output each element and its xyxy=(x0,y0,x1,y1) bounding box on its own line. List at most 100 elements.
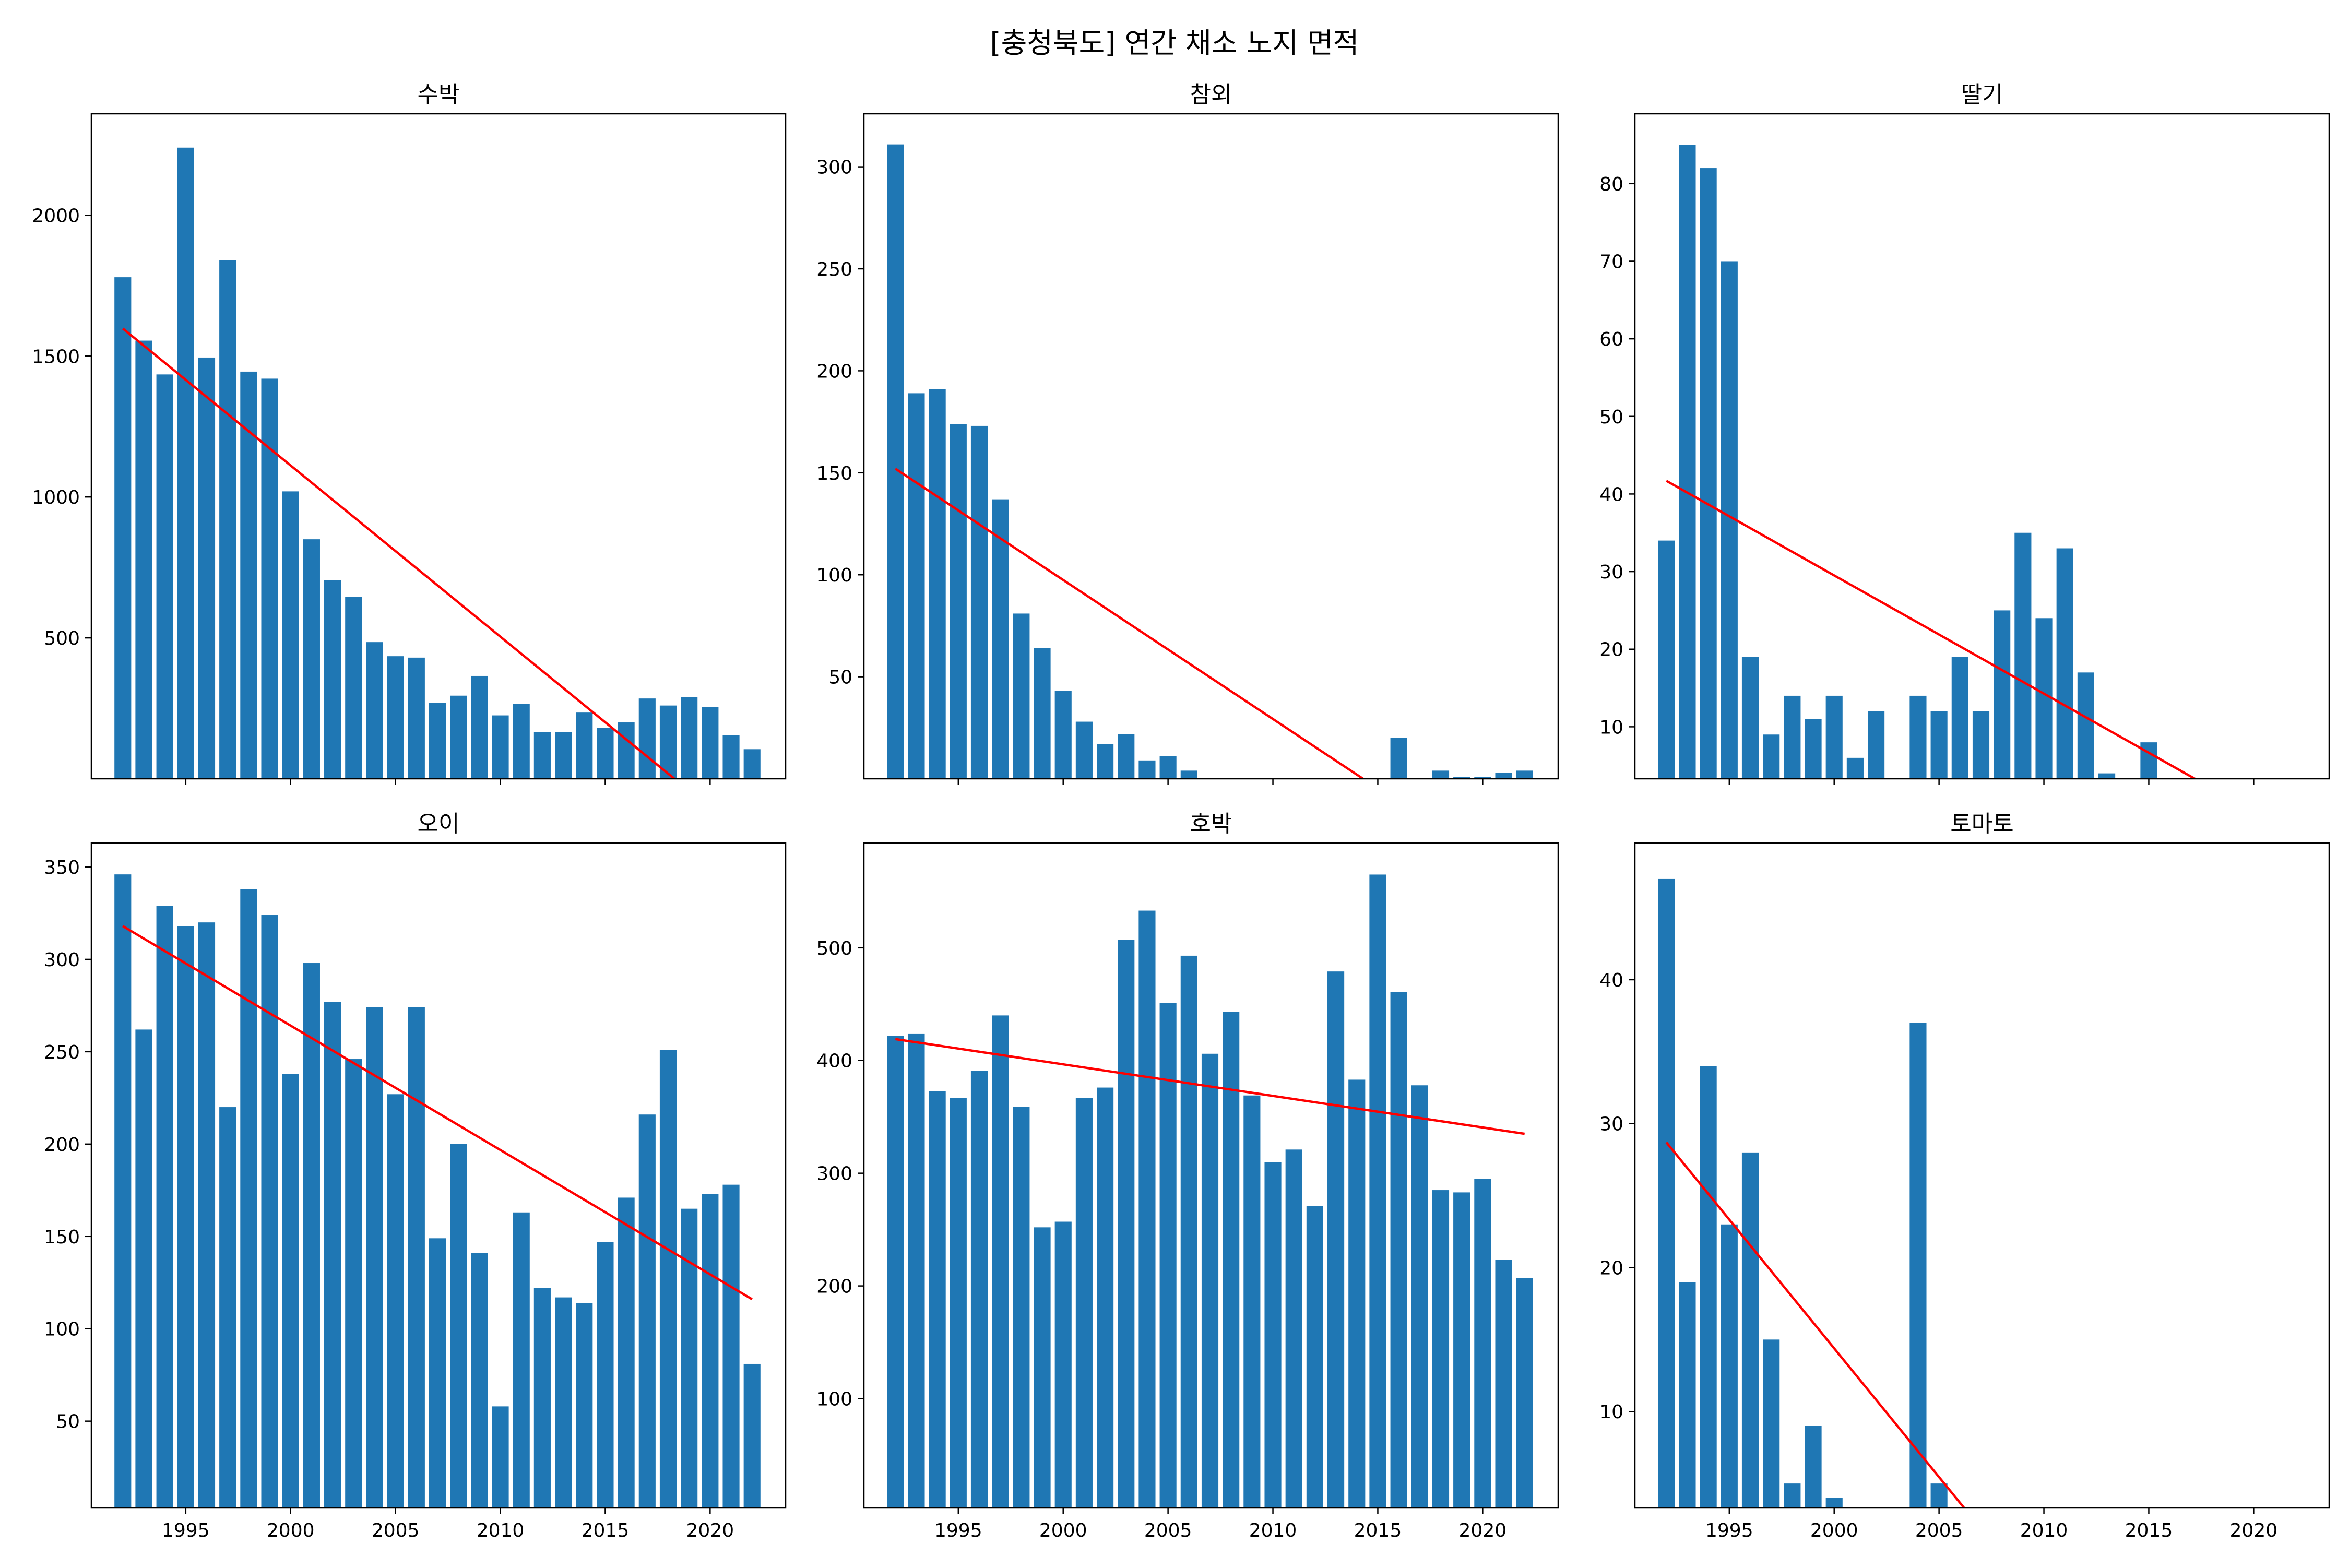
bar-2016 xyxy=(618,1197,635,1508)
bar-1996 xyxy=(198,357,216,779)
bar-1998 xyxy=(240,889,257,1508)
bar-2006 xyxy=(1951,657,1968,779)
bar-1994 xyxy=(1700,168,1717,779)
bar-2014 xyxy=(576,1303,593,1508)
bar-2000 xyxy=(1054,691,1072,779)
plot-frame xyxy=(90,113,787,780)
bar-2003 xyxy=(345,1059,362,1508)
bar-2008 xyxy=(1223,1012,1240,1508)
bar-1992 xyxy=(887,144,904,779)
bar-2019 xyxy=(681,697,698,779)
bar-2018 xyxy=(1432,770,1450,779)
bar-1992 xyxy=(887,1036,904,1508)
x-tick-label: 2020 xyxy=(686,1520,734,1541)
bar-2015 xyxy=(1369,874,1386,1508)
bar-1997 xyxy=(992,499,1009,779)
x-tick-label: 2015 xyxy=(582,1520,630,1541)
bar-1999 xyxy=(1034,648,1051,779)
x-tick-label: 2000 xyxy=(1810,1520,1858,1541)
bar-2015 xyxy=(597,728,614,779)
bar-1995 xyxy=(1721,1224,1738,1508)
chart-panel-2: 참외 50 100 150 200 250 300 xyxy=(816,81,1559,785)
figure-title: [충청북도] 연간 채소 노지 면적 xyxy=(990,27,1359,60)
bar-2007 xyxy=(429,1238,446,1508)
bar-2019 xyxy=(1453,777,1470,779)
bar-2010 xyxy=(1264,1162,1282,1508)
x-tick-label: 1995 xyxy=(162,1520,210,1541)
bar-1994 xyxy=(156,374,173,779)
bar-1993 xyxy=(908,1033,925,1508)
bar-2012 xyxy=(533,732,551,779)
bar-2011 xyxy=(2056,548,2073,779)
y-tick-label: 2000 xyxy=(32,205,80,227)
bar-2021 xyxy=(722,1184,740,1508)
y-tick-label: 250 xyxy=(44,1042,80,1063)
bar-2001 xyxy=(1846,757,1864,779)
bar-2002 xyxy=(324,1002,341,1508)
bar-1996 xyxy=(1741,657,1759,779)
bar-2009 xyxy=(2014,532,2032,779)
bar-2005 xyxy=(1930,1483,1948,1508)
bar-2002 xyxy=(324,580,341,779)
y-tick-label: 20 xyxy=(1599,639,1623,661)
x-tick-label: 1995 xyxy=(1705,1520,1753,1541)
bar-1993 xyxy=(1679,1282,1696,1508)
x-tick-label: 1995 xyxy=(934,1520,982,1541)
bar-2005 xyxy=(387,656,404,779)
bar-2009 xyxy=(1243,1095,1261,1508)
x-tick-label: 2005 xyxy=(1915,1520,1963,1541)
y-tick-label: 60 xyxy=(1599,329,1623,350)
bar-2001 xyxy=(1075,721,1093,779)
bar-1998 xyxy=(1013,613,1030,779)
bar-2019 xyxy=(1453,1192,1470,1508)
bar-2009 xyxy=(471,1253,488,1508)
bar-2008 xyxy=(450,1144,467,1508)
bar-2020 xyxy=(1474,777,1491,779)
bar-1992 xyxy=(114,874,132,1508)
bar-2020 xyxy=(702,1194,719,1508)
chart-panel-1: 수박 500 1000 1500 2000 xyxy=(32,81,787,785)
y-tick-label: 50 xyxy=(828,667,852,688)
bar-1999 xyxy=(1805,719,1822,779)
bar-1994 xyxy=(929,1091,946,1508)
bar-2014 xyxy=(576,712,593,779)
bar-2002 xyxy=(1868,711,1885,779)
y-tick-label: 300 xyxy=(44,949,80,971)
chart-panel-3: 딸기 10 20 30 40 50 60 70 80 xyxy=(1599,81,2330,785)
y-tick-label: 500 xyxy=(44,628,80,649)
x-tick-label: 2010 xyxy=(1249,1520,1297,1541)
bar-2013 xyxy=(2098,773,2116,779)
bar-1998 xyxy=(1784,1483,1801,1508)
bar-1995 xyxy=(177,147,194,779)
bar-2002 xyxy=(1097,1087,1114,1508)
y-tick-label: 300 xyxy=(816,1163,852,1185)
bar-2008 xyxy=(1994,610,2011,779)
y-tick-label: 350 xyxy=(44,857,80,878)
bar-2019 xyxy=(681,1208,698,1508)
bar-1999 xyxy=(261,915,278,1508)
x-tick-label: 2020 xyxy=(2230,1520,2278,1541)
bar-2017 xyxy=(638,1114,656,1508)
bar-2005 xyxy=(1159,1003,1177,1508)
y-tick-label: 30 xyxy=(1599,1114,1623,1135)
x-tick-label: 2005 xyxy=(1144,1520,1192,1541)
bar-1992 xyxy=(114,277,132,779)
bar-2016 xyxy=(1390,738,1407,779)
bar-1995 xyxy=(950,424,967,779)
bar-2018 xyxy=(659,705,677,779)
chart-title: 토마토 xyxy=(1950,811,2013,837)
y-tick-label: 30 xyxy=(1599,562,1623,583)
bar-2013 xyxy=(555,1297,572,1508)
bar-1994 xyxy=(156,906,173,1508)
y-tick-label: 50 xyxy=(56,1411,80,1433)
bar-2022 xyxy=(1516,770,1533,779)
bar-1996 xyxy=(198,922,216,1508)
bar-1997 xyxy=(219,1107,236,1508)
bar-2018 xyxy=(659,1050,677,1508)
x-tick-label: 2005 xyxy=(372,1520,420,1541)
bar-2004 xyxy=(1909,695,1927,779)
bar-2006 xyxy=(408,657,425,779)
plot-frame xyxy=(90,842,787,1509)
chart-title: 수박 xyxy=(418,81,460,108)
bar-2003 xyxy=(1118,734,1135,779)
